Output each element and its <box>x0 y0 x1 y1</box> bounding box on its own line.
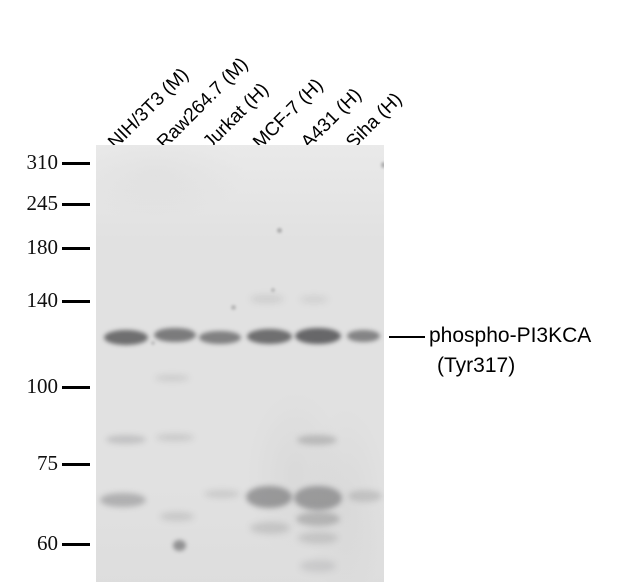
blot-band-speck-lane3 <box>231 305 236 310</box>
blot-band-secondary-lane2 <box>160 512 194 521</box>
blot-band-primary-lane1 <box>104 330 148 345</box>
membrane-background-texture <box>96 145 384 582</box>
blot-band-secondary-lane1 <box>100 493 146 507</box>
mw-marker-tick <box>62 386 90 389</box>
blot-band-speck-lane2 <box>173 540 186 551</box>
blot-band-primary-lane5 <box>295 328 341 344</box>
blot-membrane <box>96 145 384 582</box>
blot-band-secondary-lane4 <box>250 522 290 534</box>
blot-band-primary-lane2 <box>154 328 196 342</box>
annotation-pointer-line <box>389 336 425 338</box>
blot-band-speck-lane4 <box>277 228 282 233</box>
blot-band-speck-lane4 <box>271 288 275 292</box>
mw-marker-label: 60 <box>37 531 58 555</box>
blot-band-secondary-lane5 <box>300 560 336 572</box>
mw-marker-label: 245 <box>26 191 59 215</box>
mw-marker-label: 310 <box>26 150 59 174</box>
blot-band-faint-lane1 <box>106 435 146 444</box>
mw-marker-tick <box>62 162 90 165</box>
blot-band-primary-lane4 <box>247 329 292 344</box>
blot-band-secondary-lane3 <box>204 490 240 498</box>
blot-band-speck-lane1 <box>151 341 155 345</box>
phospho-site-label: (Tyr317) <box>437 354 516 377</box>
mw-marker-tick <box>62 300 90 303</box>
blot-band-faint-lane2 <box>155 375 189 381</box>
mw-marker-tick <box>62 543 90 546</box>
blot-band-faint-lane5 <box>297 435 337 445</box>
mw-marker-label: 75 <box>37 451 58 475</box>
blot-band-faint-lane5 <box>300 296 328 303</box>
blot-band-secondary-lane5 <box>298 532 338 544</box>
mw-marker-tick <box>62 203 90 206</box>
blot-band-secondary-lane5 <box>296 512 340 526</box>
target-protein-label: phospho-PI3KCA <box>429 324 592 347</box>
blot-band-primary-lane3 <box>199 331 241 344</box>
mw-marker-label: 140 <box>26 288 59 312</box>
mw-marker-label: 180 <box>26 235 59 259</box>
blot-band-speck-lane6 <box>381 162 384 168</box>
blot-band-secondary-lane6 <box>348 490 382 502</box>
blot-band-secondary-lane5 <box>294 486 342 510</box>
blot-band-primary-lane6 <box>347 330 380 342</box>
mw-marker-tick <box>62 463 90 466</box>
mw-marker-tick <box>62 247 90 250</box>
blot-band-faint-lane2 <box>156 434 194 441</box>
mw-marker-label: 100 <box>26 374 59 398</box>
blot-band-faint-lane4 <box>250 295 284 303</box>
blot-band-secondary-lane4 <box>246 486 292 508</box>
